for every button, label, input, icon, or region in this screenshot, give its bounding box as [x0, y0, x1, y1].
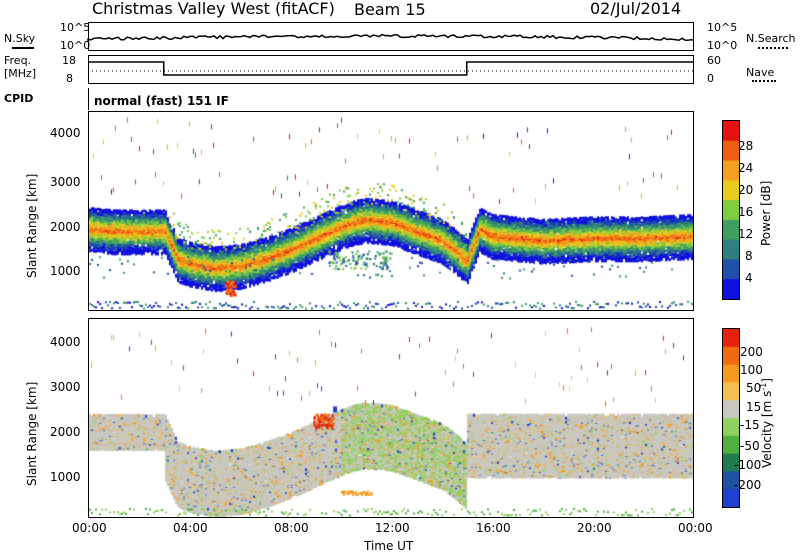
freq-tick-bottom: 8: [66, 72, 73, 85]
velocity-heatmap: [89, 319, 693, 517]
freq-tick-top: 18: [62, 54, 76, 67]
power-colorbar: [722, 120, 740, 300]
power-cbar-tick: 28: [738, 139, 754, 153]
x-tick-label: 12:00: [375, 521, 410, 535]
velocity-cbar-tick: -100: [734, 458, 762, 472]
velocity-cbar-label: Velocity [m s-1]: [759, 378, 774, 468]
power-ylabel: Slant Range [km]: [25, 173, 39, 278]
velocity-ytick: 2000: [50, 425, 81, 439]
nsearch-label: N.Search: [746, 32, 796, 45]
power-cbar-tick: 24: [738, 161, 754, 175]
x-tick-label: 04:00: [173, 521, 208, 535]
chart-title: Christmas Valley West (fitACF): [92, 0, 335, 18]
velocity-cbar-tick: 100: [740, 363, 763, 377]
x-tick-label: 00:00: [678, 521, 713, 535]
nsky-legend-line: [12, 47, 34, 49]
x-axis-label: Time UT: [364, 539, 414, 553]
date-label: 02/Jul/2014: [590, 0, 682, 18]
power-panel: [88, 111, 694, 311]
freq-label-line2: [MHz]: [4, 67, 37, 80]
nsearch-tick-bottom: 10^0: [707, 39, 738, 52]
beam-label: Beam 15: [354, 0, 426, 19]
freq-trace: [88, 61, 694, 76]
velocity-colorbar-gradient: [723, 329, 739, 507]
nsky-label: N.Sky: [4, 32, 36, 45]
nsearch-legend-line: [758, 47, 788, 49]
nsky-panel: [88, 22, 694, 51]
nsearch-tick-top: 10^5: [707, 21, 738, 34]
power-ytick: 3000: [50, 175, 81, 189]
nsky-tick-top: 10^5: [60, 21, 91, 34]
velocity-ytick: 1000: [50, 470, 81, 484]
x-tick-label: 16:00: [476, 521, 511, 535]
x-tick-label: 00:00: [72, 521, 107, 535]
power-cbar-tick: 8: [745, 249, 753, 263]
nave-tick-bottom: 0: [707, 72, 714, 85]
power-cbar-tick: 12: [738, 227, 754, 241]
nave-legend-line: [752, 80, 776, 82]
x-tick-label: 20:00: [577, 521, 612, 535]
power-cbar-tick: 16: [738, 205, 754, 219]
nsky-trace: [87, 33, 695, 42]
power-cbar-tick: 20: [738, 183, 754, 197]
power-ytick: 2000: [50, 220, 81, 234]
velocity-cbar-tick: -200: [734, 478, 762, 492]
cpid-text: normal (fast) 151 IF: [94, 94, 229, 108]
velocity-ytick: 4000: [50, 335, 81, 349]
nsky-line: [87, 33, 695, 42]
power-ytick: 4000: [50, 126, 81, 140]
x-tick-label: 08:00: [274, 521, 309, 535]
velocity-colorbar: [722, 328, 740, 508]
power-cbar-tick: 4: [745, 271, 753, 285]
nave-tick-top: 60: [707, 54, 721, 67]
cpid-label: CPID: [4, 92, 34, 105]
nsky-tick-bottom: 10^0: [60, 39, 91, 52]
cpid-divider: [88, 88, 89, 110]
velocity-cbar-tick: -15: [740, 418, 760, 432]
velocity-ylabel: Slant Range [km]: [25, 381, 39, 486]
power-heatmap: [89, 112, 693, 310]
velocity-cbar-tick: 200: [740, 345, 763, 359]
velocity-cbar-tick: 50: [746, 381, 762, 395]
velocity-cbar-tick: 15: [746, 400, 762, 414]
power-cbar-label: Power [dB]: [759, 180, 773, 246]
velocity-ytick: 3000: [50, 380, 81, 394]
power-ytick: 1000: [50, 264, 81, 278]
freq-label-line1: Freq.: [4, 54, 32, 67]
nave-label: Nave: [746, 66, 775, 79]
freq-panel: [88, 55, 694, 84]
velocity-panel: [88, 318, 694, 518]
freq-line: [88, 61, 694, 76]
power-colorbar-gradient: [723, 121, 739, 299]
velocity-cbar-tick: -50: [740, 439, 760, 453]
